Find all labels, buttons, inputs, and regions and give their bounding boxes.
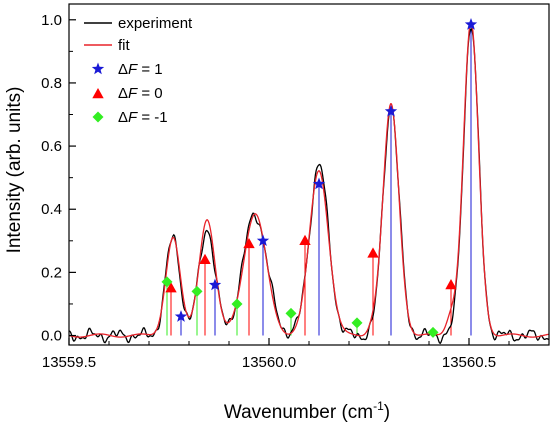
y-tick-label: 0.4 bbox=[41, 201, 62, 218]
y-tick-label: 1.0 bbox=[41, 12, 62, 29]
y-tick-label: 0.0 bbox=[41, 328, 62, 345]
legend: experiment fit ΔF = 1 ΔF = 0 ΔF = -1 bbox=[84, 15, 193, 126]
triangle-marker bbox=[367, 247, 379, 258]
diamond-marker bbox=[231, 298, 243, 310]
y-axis-title: Intensity (arb. units) bbox=[4, 87, 25, 254]
triangle-marker bbox=[299, 234, 311, 246]
y-tick-label: 0.6 bbox=[41, 138, 62, 155]
fit-series-line bbox=[68, 21, 550, 338]
diamond-marker bbox=[161, 276, 173, 288]
diamond-marker bbox=[285, 307, 297, 319]
x-tick-label: 13560.0 bbox=[242, 354, 296, 371]
y-tick-label: 0.8 bbox=[41, 75, 62, 92]
legend-triangle-shape bbox=[92, 88, 104, 99]
star-marker bbox=[464, 18, 478, 30]
triangle-marker bbox=[243, 237, 255, 249]
triangle-marker bbox=[165, 282, 177, 293]
plot-frame bbox=[68, 3, 550, 346]
tick-labels-layer: 13559.5 13560.0 13560.5 0.0 0.2 0.4 0.6 0.8 1.0 bbox=[41, 12, 496, 371]
star-marker bbox=[384, 104, 398, 117]
legend-diamond-shape bbox=[92, 111, 104, 123]
diamond-marker bbox=[427, 326, 439, 338]
legend-dF-0-label: ΔF = 0 bbox=[118, 85, 163, 102]
ticks-layer bbox=[68, 19, 510, 345]
star-marker bbox=[312, 177, 326, 190]
x-tick-label: 13559.5 bbox=[42, 354, 96, 371]
star-marker bbox=[208, 278, 222, 291]
x-tick-label: 13560.5 bbox=[442, 354, 496, 371]
legend-fit-label: fit bbox=[118, 37, 131, 54]
legend-triangle-marker bbox=[92, 88, 104, 99]
legend-dF-minus1-label: ΔF = -1 bbox=[118, 109, 168, 126]
stick-lines-layer bbox=[166, 24, 472, 336]
triangle-marker bbox=[445, 279, 457, 290]
legend-dF-plus1-label: ΔF = 1 bbox=[118, 61, 163, 78]
legend-star-marker bbox=[91, 62, 105, 75]
star-marker bbox=[174, 310, 188, 322]
y-tick-label: 0.2 bbox=[41, 264, 62, 281]
triangle-marker bbox=[199, 253, 211, 264]
star-marker bbox=[256, 234, 270, 247]
legend-star-shape bbox=[91, 62, 105, 75]
diamond-marker bbox=[191, 285, 203, 297]
markers-layer bbox=[161, 18, 478, 338]
legend-diamond-marker bbox=[92, 111, 104, 123]
diamond-marker bbox=[351, 317, 363, 329]
x-axis-title: Wavenumber (cm-1) bbox=[224, 399, 390, 423]
legend-experiment-label: experiment bbox=[118, 15, 193, 32]
